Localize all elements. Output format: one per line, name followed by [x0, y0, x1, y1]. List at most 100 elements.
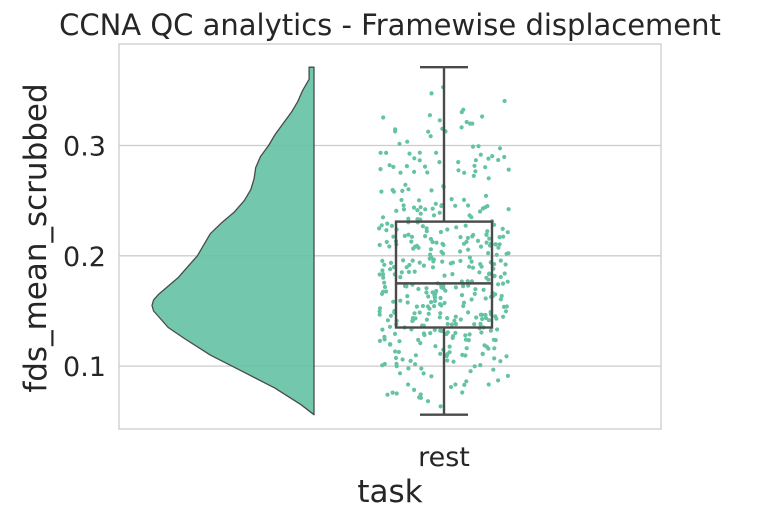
data-point: [487, 271, 492, 276]
data-point: [452, 318, 457, 323]
data-point: [432, 298, 438, 304]
data-point: [405, 139, 410, 144]
data-point: [384, 150, 389, 155]
data-point: [506, 167, 511, 172]
data-point: [482, 343, 487, 348]
data-point: [431, 257, 436, 262]
data-point: [428, 331, 433, 336]
data-point: [444, 353, 449, 359]
density-cloud: [151, 66, 315, 416]
data-point: [483, 296, 488, 301]
data-point: [461, 300, 467, 305]
data-point: [429, 91, 434, 96]
data-point: [501, 314, 506, 319]
data-point: [424, 317, 429, 322]
data-point: [458, 258, 463, 263]
data-point: [493, 338, 498, 343]
data-point: [476, 144, 481, 149]
data-point: [426, 129, 431, 134]
data-point: [377, 309, 382, 314]
data-point: [441, 242, 446, 248]
data-point: [464, 119, 469, 125]
data-point: [458, 249, 463, 254]
data-point: [472, 163, 477, 168]
data-point: [498, 258, 503, 263]
data-point: [450, 260, 455, 265]
data-point: [423, 207, 428, 212]
data-point: [432, 327, 437, 332]
data-point: [416, 337, 421, 342]
data-point: [486, 318, 491, 323]
data-point: [478, 244, 484, 249]
data-point: [377, 338, 382, 343]
data-point: [487, 236, 492, 241]
data-point: [485, 204, 490, 209]
data-point: [393, 129, 398, 134]
data-point: [412, 269, 417, 274]
data-point: [471, 173, 476, 178]
data-point: [397, 339, 402, 344]
data-point: [445, 227, 450, 232]
data-point: [405, 300, 410, 305]
data-point: [424, 229, 429, 234]
data-point: [412, 311, 417, 316]
data-point: [453, 322, 458, 327]
data-point: [437, 302, 443, 307]
data-point: [413, 353, 418, 358]
data-point: [408, 358, 413, 363]
data-point: [378, 167, 383, 172]
data-point: [481, 287, 486, 292]
data-point: [486, 176, 491, 181]
data-point: [397, 371, 403, 376]
density-half-violin: [151, 66, 315, 416]
data-point: [505, 279, 510, 284]
data-point: [379, 189, 384, 194]
data-point: [458, 317, 463, 322]
data-point: [377, 306, 383, 311]
data-point: [470, 121, 475, 126]
data-point: [505, 373, 510, 378]
data-point: [451, 359, 456, 364]
data-point: [467, 213, 472, 218]
data-point: [394, 361, 399, 366]
y-tick-labels: 0.1 0.2 0.3: [63, 131, 106, 383]
data-point: [388, 267, 393, 272]
data-point: [390, 390, 395, 395]
data-point: [423, 234, 428, 239]
data-point: [406, 366, 411, 371]
data-point: [377, 272, 382, 277]
data-point: [498, 359, 503, 364]
data-point: [437, 160, 442, 165]
data-point: [500, 226, 505, 231]
data-point: [406, 232, 411, 237]
data-point: [427, 113, 432, 118]
data-point: [405, 294, 410, 299]
data-point: [417, 310, 422, 315]
data-point: [480, 312, 485, 317]
data-point: [418, 211, 423, 216]
data-point: [463, 223, 468, 228]
data-point: [439, 249, 444, 254]
data-point: [430, 239, 435, 245]
data-point: [398, 298, 403, 303]
data-point: [428, 134, 433, 139]
data-point: [406, 382, 411, 387]
y-tick-label: 0.2: [63, 242, 106, 273]
data-point: [387, 163, 392, 168]
data-point: [478, 321, 483, 326]
data-point: [466, 310, 471, 315]
data-point: [402, 283, 408, 289]
data-point: [467, 255, 472, 260]
data-point: [415, 217, 420, 222]
data-point: [483, 193, 489, 198]
data-point: [409, 239, 414, 244]
data-point: [466, 338, 471, 343]
data-point: [496, 282, 501, 287]
data-point: [421, 331, 426, 336]
data-point: [467, 264, 472, 269]
data-point: [424, 286, 429, 291]
data-point: [477, 270, 482, 275]
data-point: [399, 197, 404, 203]
data-point: [497, 242, 502, 247]
data-point: [462, 170, 467, 175]
